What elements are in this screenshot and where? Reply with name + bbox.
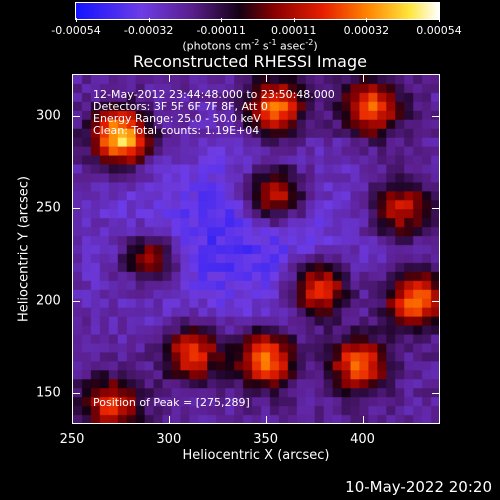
colorbar-tick-mark (221, 18, 223, 22)
x-tick-mark (72, 74, 73, 82)
y-tick-label: 150 (36, 385, 61, 401)
y-tick-mark (72, 392, 80, 394)
colorbar-gradient (76, 3, 439, 19)
x-tick-mark (168, 74, 170, 82)
colorbar-tick-label: -0.00054 (51, 24, 101, 37)
heatmap-plot-area: 12-May-2012 23:44:48.000 to 23:50:48.000… (72, 74, 440, 424)
y-tick-mark (432, 116, 440, 118)
detectors-annotation: Detectors: 3F 5F 6F 7F 8F, Att 0 (93, 100, 268, 113)
colorbar-tick-label: -0.00011 (196, 24, 246, 37)
x-tick-mark (168, 416, 170, 424)
colorbar-unit: (photons cm-2 s-1 asec-2) (182, 38, 318, 53)
x-tick-label: 400 (350, 432, 375, 447)
colorbar-tick-label: 0.00032 (343, 24, 390, 37)
x-tick-mark (265, 74, 267, 82)
colorbar-tick-label: 0.00054 (416, 24, 462, 37)
time-range-annotation: 12-May-2012 23:44:48.000 to 23:50:48.000 (93, 88, 335, 101)
y-tick-mark (432, 392, 440, 394)
heatmap-image (73, 75, 439, 423)
y-axis-label: Heliocentric Y (arcsec) (16, 176, 32, 322)
y-tick-label: 300 (36, 108, 61, 124)
colorbar-tick-mark (293, 18, 295, 22)
y-tick-mark (432, 300, 440, 302)
y-tick-mark (432, 208, 440, 210)
x-tick-label: 300 (156, 432, 182, 447)
clean-annotation: Clean: Total counts: 1.19E+04 (93, 124, 260, 137)
x-tick-mark (265, 416, 267, 424)
y-tick-label: 200 (36, 293, 61, 309)
colorbar-tick-label: 0.00011 (271, 24, 317, 37)
colorbar-tick-mark (366, 18, 368, 22)
colorbar-tick-mark (76, 18, 77, 22)
peak-position-annotation: Position of Peak = [275,289] (93, 396, 250, 409)
colorbar-tick-mark (439, 18, 440, 22)
x-tick-mark (362, 74, 364, 82)
plot-title: Reconstructed RHESSI Image (133, 52, 367, 71)
x-tick-mark (72, 416, 73, 424)
y-tick-mark (72, 300, 80, 302)
x-tick-label: 350 (253, 432, 279, 447)
x-axis-label: Heliocentric X (arcsec) (182, 448, 330, 463)
colorbar (75, 2, 440, 20)
colorbar-tick-label: -0.00032 (123, 24, 174, 37)
y-tick-mark (72, 208, 80, 210)
colorbar-tick-mark (148, 18, 150, 22)
energy-range-annotation: Energy Range: 25.0 - 50.0 keV (93, 112, 261, 125)
y-tick-label: 250 (36, 200, 61, 216)
y-tick-mark (72, 116, 80, 118)
x-tick-label: 250 (59, 432, 85, 447)
x-tick-mark (362, 416, 364, 424)
footer-date: 10-May-2022 20:20 (345, 478, 492, 496)
